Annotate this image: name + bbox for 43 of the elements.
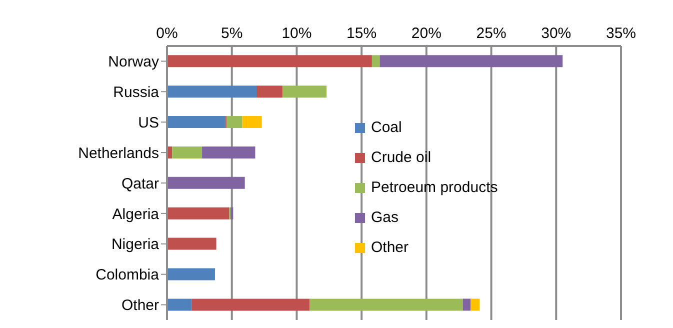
y-tick-label: Netherlands bbox=[78, 144, 159, 162]
bar bbox=[167, 298, 192, 311]
y-tick-label: Algeria bbox=[112, 206, 160, 223]
x-tick-label: 10% bbox=[282, 25, 312, 42]
x-tick-label: 20% bbox=[411, 25, 442, 42]
y-tick-label: Qatar bbox=[121, 175, 160, 192]
bar bbox=[167, 176, 245, 189]
bar bbox=[167, 238, 216, 250]
y-tick-label: Other bbox=[121, 297, 160, 314]
legend-label: Coal bbox=[371, 118, 402, 138]
x-tick-label: 35% bbox=[606, 25, 636, 42]
bar bbox=[167, 207, 230, 220]
bar bbox=[172, 146, 202, 158]
bar bbox=[380, 55, 563, 68]
bar bbox=[230, 207, 234, 220]
y-tick-label: Russia bbox=[113, 84, 160, 101]
bar bbox=[310, 298, 463, 311]
y-tick-label: Norway bbox=[108, 54, 160, 71]
x-tick-label: 25% bbox=[476, 25, 506, 42]
x-tick-label: 30% bbox=[541, 25, 572, 42]
bar bbox=[470, 298, 480, 311]
x-tick-label: 5% bbox=[221, 25, 243, 42]
bar bbox=[192, 298, 310, 311]
x-tick-label: 15% bbox=[346, 25, 377, 42]
legend-label: Gas bbox=[371, 208, 399, 228]
bar bbox=[167, 268, 215, 280]
legend-label: Crude oil bbox=[371, 148, 432, 168]
x-tick-label: 0% bbox=[156, 25, 178, 42]
legend-label: Petroeum products bbox=[371, 178, 498, 198]
bar bbox=[282, 86, 327, 98]
bar bbox=[372, 55, 380, 68]
bar bbox=[462, 298, 471, 311]
bar bbox=[167, 86, 257, 98]
legend-label: Other bbox=[371, 238, 409, 258]
y-tick-label: US bbox=[138, 114, 159, 132]
bar bbox=[242, 116, 262, 128]
y-tick-label: Nigeria bbox=[111, 236, 160, 254]
y-tick-label: Colombia bbox=[96, 266, 160, 284]
bar bbox=[226, 116, 242, 128]
bar bbox=[202, 146, 256, 158]
bar bbox=[167, 55, 372, 68]
bar bbox=[256, 86, 282, 98]
bar bbox=[167, 116, 226, 128]
